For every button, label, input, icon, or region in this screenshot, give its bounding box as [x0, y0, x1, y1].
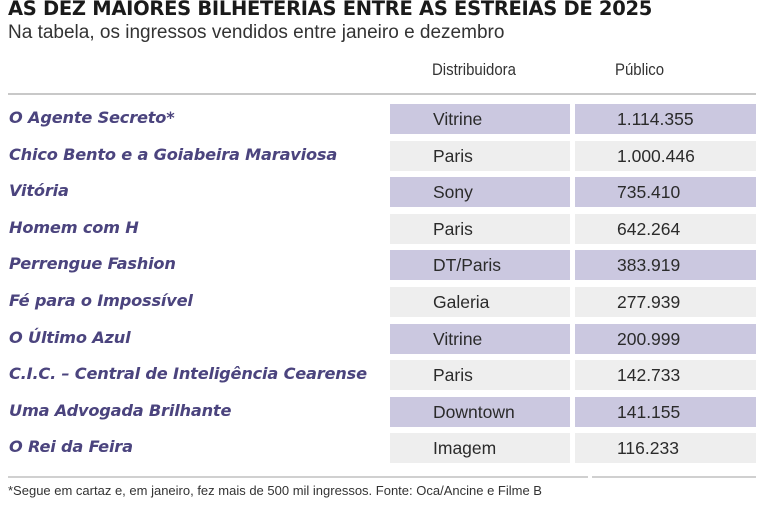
distributor-value: Paris	[433, 365, 473, 386]
table-row: O Agente Secreto* Vitrine 1.114.355	[0, 104, 768, 134]
audience-value: 116.233	[617, 438, 679, 459]
footer-divider-left	[8, 476, 588, 478]
page-title: AS DEZ MAIORES BILHETERIAS ENTRE AS ESTR…	[8, 0, 653, 20]
audience-cell: 277.939	[575, 287, 756, 317]
movie-title: O Último Azul	[9, 327, 131, 347]
distributor-value: Paris	[433, 145, 473, 166]
column-header-audience: Público	[615, 60, 665, 79]
distributor-value: Vitrine	[433, 109, 483, 129]
movie-title: Homem com H	[9, 217, 139, 237]
table-row: Chico Bento e a Goiabeira Maraviosa Paris…	[0, 140, 768, 171]
distributor-value: Imagem	[433, 438, 497, 459]
audience-cell: 735.410	[575, 177, 756, 208]
audience-cell: 383.919	[575, 250, 756, 281]
distributor-cell: Downtown	[390, 396, 570, 427]
audience-cell: 200.999	[575, 323, 756, 354]
audience-value: 200.999	[617, 328, 681, 349]
page-subtitle: Na tabela, os ingressos vendidos entre j…	[8, 22, 505, 43]
distributor-value: Paris	[433, 218, 473, 239]
table-row: C.I.C. – Central de Inteligência Cearens…	[0, 360, 768, 391]
audience-cell: 141.155	[575, 396, 756, 427]
movie-title: Chico Bento e a Goiabeira Maraviosa	[9, 144, 338, 164]
movie-title: O Rei da Feira	[9, 437, 133, 457]
audience-value: 1.114.355	[617, 109, 694, 129]
movie-title: Vitória	[9, 181, 69, 201]
distributor-cell: Sony	[390, 177, 570, 208]
distributor-cell: Vitrine	[390, 323, 570, 354]
distributor-value: Galeria	[433, 292, 490, 312]
audience-cell: 142.733	[575, 360, 756, 391]
audience-value: 735.410	[617, 182, 681, 203]
table-row: Fé para o Impossível Galeria 277.939	[0, 287, 768, 317]
distributor-value: Vitrine	[433, 328, 483, 349]
audience-value: 1.000.446	[617, 145, 695, 166]
audience-cell: 642.264	[575, 213, 756, 244]
distributor-value: DT/Paris	[433, 255, 502, 276]
audience-value: 642.264	[617, 218, 681, 239]
footnote: *Segue em cartaz e, em janeiro, fez mais…	[8, 483, 542, 498]
table-row: Vitória Sony 735.410	[0, 177, 768, 208]
movie-title: O Agente Secreto*	[9, 108, 175, 127]
distributor-cell: Paris	[390, 213, 570, 244]
distributor-cell: Galeria	[390, 287, 570, 317]
distributor-cell: Paris	[390, 140, 570, 171]
table-row: O Último Azul Vitrine 200.999	[0, 323, 768, 354]
column-header-distributor: Distribuidora	[432, 60, 516, 79]
distributor-value: Sony	[433, 182, 473, 203]
distributor-cell: Vitrine	[390, 104, 570, 134]
table-row: Perrengue Fashion DT/Paris 383.919	[0, 250, 768, 281]
audience-value: 383.919	[617, 255, 681, 276]
movie-title: Perrengue Fashion	[9, 254, 176, 274]
movie-title: Fé para o Impossível	[9, 291, 193, 310]
distributor-cell: Imagem	[390, 433, 570, 464]
audience-value: 142.733	[617, 365, 681, 386]
audience-value: 141.155	[617, 401, 681, 422]
footer-divider-right	[592, 476, 756, 478]
audience-cell: 116.233	[575, 433, 756, 464]
movie-title: Uma Advogada Brilhante	[9, 400, 232, 420]
distributor-value: Downtown	[433, 401, 515, 422]
header-divider	[8, 93, 756, 95]
audience-value: 277.939	[617, 292, 681, 312]
table-row: Uma Advogada Brilhante Downtown 141.155	[0, 396, 768, 427]
distributor-cell: Paris	[390, 360, 570, 391]
audience-cell: 1.000.446	[575, 140, 756, 171]
movie-title: C.I.C. – Central de Inteligência Cearens…	[9, 364, 367, 384]
audience-cell: 1.114.355	[575, 104, 756, 134]
table-row: Homem com H Paris 642.264	[0, 213, 768, 244]
table-row: O Rei da Feira Imagem 116.233	[0, 433, 768, 464]
distributor-cell: DT/Paris	[390, 250, 570, 281]
